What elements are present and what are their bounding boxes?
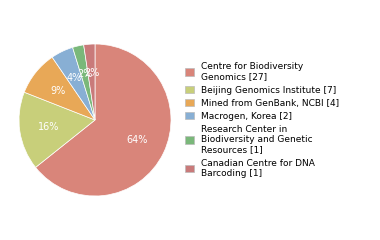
Text: 2%: 2% xyxy=(84,68,99,78)
Text: 9%: 9% xyxy=(51,86,66,96)
Wedge shape xyxy=(19,92,95,167)
Text: 64%: 64% xyxy=(127,135,148,145)
Legend: Centre for Biodiversity
Genomics [27], Beijing Genomics Institute [7], Mined fro: Centre for Biodiversity Genomics [27], B… xyxy=(185,62,339,178)
Wedge shape xyxy=(36,44,171,196)
Wedge shape xyxy=(24,57,95,120)
Text: 4%: 4% xyxy=(67,72,82,83)
Text: 2%: 2% xyxy=(77,69,92,79)
Wedge shape xyxy=(52,47,95,120)
Text: 16%: 16% xyxy=(38,122,59,132)
Wedge shape xyxy=(84,44,95,120)
Wedge shape xyxy=(73,45,95,120)
